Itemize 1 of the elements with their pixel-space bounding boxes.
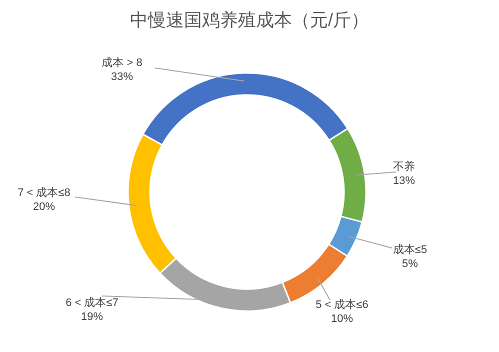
chart-title: 中慢速国鸡养殖成本（元/斤） (130, 10, 370, 30)
